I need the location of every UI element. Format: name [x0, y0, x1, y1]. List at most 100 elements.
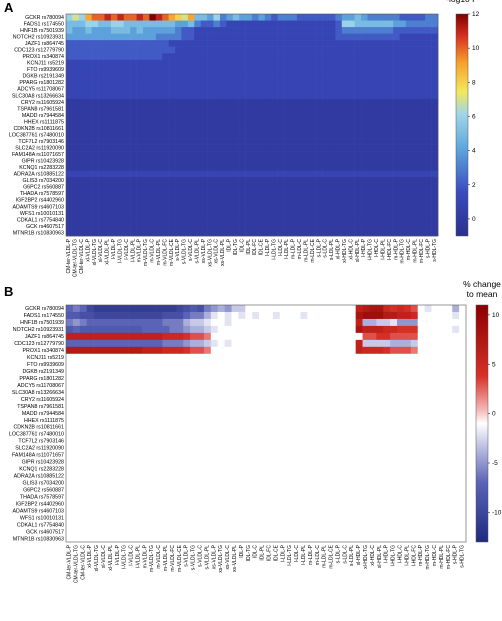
- heatmap-cell: [314, 305, 322, 313]
- heatmap-cell: [238, 437, 246, 445]
- heatmap-cell: [272, 381, 281, 389]
- heatmap-cell: [168, 111, 176, 119]
- heatmap-cell: [141, 381, 150, 389]
- heatmap-cell: [309, 40, 317, 47]
- heatmap-cell: [355, 360, 363, 369]
- heatmap-cell: [438, 395, 446, 403]
- row-label: ADCY5 rs11708067: [17, 87, 64, 93]
- heatmap-cell: [335, 216, 343, 224]
- heatmap-cell: [183, 339, 191, 348]
- heatmap-cell: [354, 40, 362, 47]
- heatmap-cell: [200, 151, 208, 158]
- row-label: ADRA2A rs10885122: [14, 474, 64, 480]
- heatmap-cell: [361, 118, 368, 126]
- heatmap-cell: [121, 374, 129, 382]
- heatmap-cell: [181, 125, 189, 132]
- heatmap-cell: [162, 33, 169, 41]
- heatmap-cell: [226, 33, 234, 41]
- heatmap-cell: [162, 500, 170, 508]
- column-label: IDL-C: [253, 545, 259, 558]
- heatmap-cell: [197, 325, 205, 334]
- column-label: s-VLDL-PL: [194, 239, 200, 264]
- heatmap-cell: [259, 514, 267, 522]
- heatmap-cell: [445, 437, 453, 445]
- heatmap-cell: [380, 59, 387, 67]
- heatmap-cell: [258, 66, 266, 74]
- heatmap-cell: [169, 472, 177, 480]
- heatmap-cell: [245, 98, 253, 106]
- heatmap-cell: [252, 183, 259, 191]
- heatmap-cell: [168, 203, 176, 211]
- heatmap-cell: [341, 196, 349, 204]
- heatmap-cell: [399, 222, 407, 230]
- heatmap-cell: [405, 216, 413, 224]
- heatmap-cell: [181, 222, 189, 230]
- heatmap-cell: [79, 353, 87, 362]
- heatmap-cell: [259, 458, 267, 466]
- heatmap-cell: [386, 111, 394, 119]
- heatmap-cell: [362, 472, 370, 480]
- heatmap-cell: [104, 170, 112, 178]
- heatmap-cell: [187, 79, 195, 87]
- heatmap-cell: [438, 332, 446, 341]
- heatmap-cell: [168, 222, 176, 230]
- heatmap-cell: [210, 465, 219, 473]
- heatmap-cell: [245, 374, 253, 382]
- heatmap-cell: [130, 157, 137, 165]
- heatmap-cell: [355, 367, 363, 376]
- heatmap-cell: [98, 92, 105, 100]
- heatmap-cell: [322, 209, 330, 217]
- heatmap-cell: [162, 98, 169, 106]
- heatmap-cell: [231, 339, 239, 348]
- heatmap-cell: [354, 79, 362, 87]
- heatmap-cell: [91, 98, 99, 106]
- heatmap-cell: [376, 318, 384, 327]
- heatmap-cell: [130, 59, 137, 67]
- heatmap-cell: [86, 507, 94, 515]
- heatmap-cell: [85, 20, 92, 28]
- heatmap-cell: [290, 92, 298, 100]
- heatmap-cell: [210, 388, 219, 396]
- heatmap-cell: [91, 85, 99, 93]
- heatmap-cell: [362, 395, 370, 403]
- heatmap-cell: [405, 72, 413, 80]
- heatmap-cell: [148, 381, 156, 389]
- heatmap-cell: [130, 144, 137, 152]
- heatmap-cell: [418, 209, 426, 217]
- heatmap-cell: [155, 170, 163, 178]
- heatmap-cell: [213, 59, 221, 67]
- heatmap-cell: [341, 144, 349, 152]
- heatmap-cell: [316, 151, 323, 158]
- heatmap-cell: [197, 416, 205, 424]
- heatmap-cell: [224, 318, 232, 327]
- heatmap-cell: [399, 33, 407, 41]
- heatmap-cell: [438, 493, 446, 501]
- heatmap-cell: [279, 332, 287, 341]
- heatmap-cell: [168, 164, 176, 172]
- heatmap-cell: [348, 177, 355, 185]
- heatmap-cell: [452, 479, 460, 487]
- heatmap-cell: [66, 131, 73, 139]
- column-label: xl-HDL-TG: [342, 239, 348, 263]
- heatmap-cell: [380, 170, 387, 178]
- heatmap-cell: [239, 59, 246, 67]
- heatmap-cell: [418, 183, 426, 191]
- heatmap-cell: [328, 451, 336, 459]
- colorbar-tick-label: -10: [492, 509, 502, 516]
- heatmap-cell: [128, 486, 136, 494]
- heatmap-cell: [431, 144, 439, 152]
- heatmap-cell: [72, 514, 81, 522]
- heatmap-cell: [142, 183, 150, 191]
- heatmap-cell: [376, 493, 384, 501]
- row-label: KCNQ1 rs2283228: [19, 165, 64, 171]
- heatmap-cell: [141, 416, 150, 424]
- heatmap-cell: [141, 458, 150, 466]
- heatmap-cell: [176, 479, 184, 487]
- heatmap-cell: [98, 157, 105, 165]
- heatmap-cell: [155, 493, 163, 501]
- heatmap-cell: [259, 493, 267, 501]
- heatmap-cell: [431, 500, 439, 508]
- heatmap-cell: [438, 402, 446, 410]
- heatmap-cell: [169, 311, 177, 320]
